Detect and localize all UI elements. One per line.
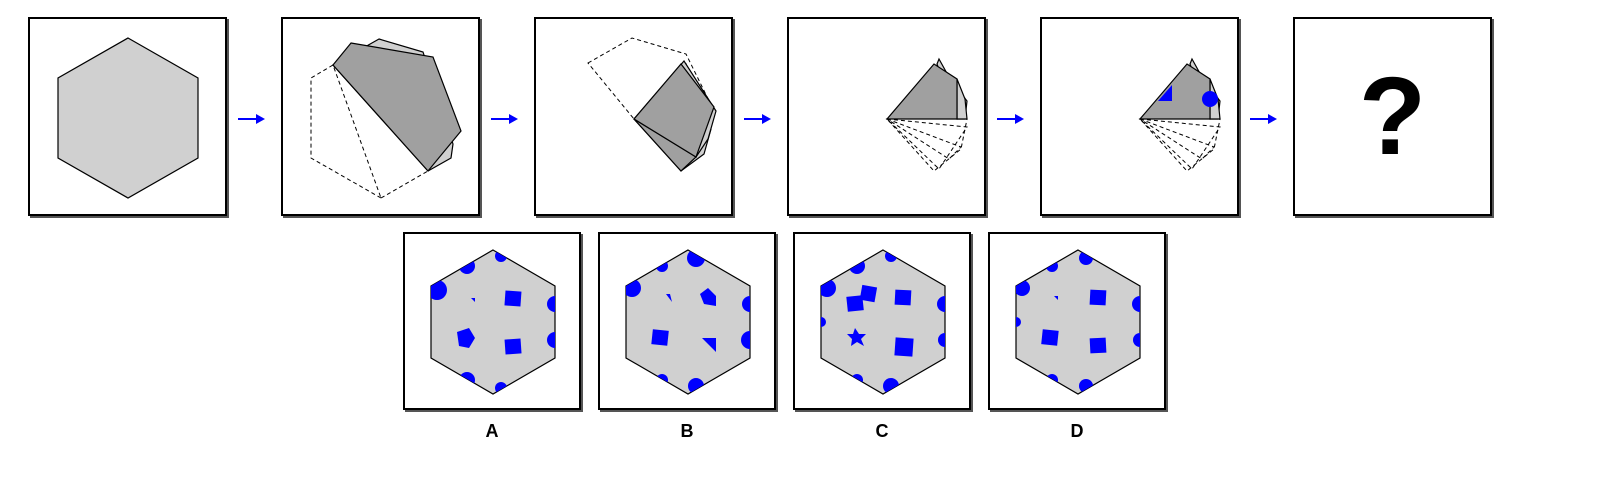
previous-outline-dashed — [587, 37, 715, 120]
step-1-diagram — [57, 37, 199, 199]
step-5-diagram — [1138, 57, 1221, 172]
option-c-panel[interactable] — [793, 232, 971, 410]
option-a-diagram — [430, 249, 556, 395]
previous-outline-dashed — [885, 118, 968, 172]
circle-hole — [1202, 91, 1218, 107]
option-c-label[interactable]: C — [875, 421, 889, 441]
arrow-5 — [1250, 112, 1278, 124]
arrow-3 — [744, 112, 772, 124]
option-b-diagram — [625, 249, 751, 395]
option-d-panel[interactable] — [988, 232, 1166, 410]
step-4-diagram — [885, 57, 968, 172]
step-3-panel — [534, 17, 733, 216]
folded-flap — [332, 42, 462, 172]
step-5-panel — [1040, 17, 1239, 216]
square-hole — [1158, 85, 1172, 101]
option-d-label[interactable]: D — [1070, 421, 1084, 441]
step-1-panel — [28, 17, 227, 216]
option-b-panel[interactable] — [598, 232, 776, 410]
hexagon-paper — [430, 249, 556, 395]
arrow-4 — [997, 112, 1025, 124]
folded-flap — [1138, 63, 1211, 120]
hexagon-paper — [57, 37, 199, 199]
question-panel: ? — [1293, 17, 1492, 216]
option-a-label[interactable]: A — [485, 421, 499, 441]
arrow-1 — [238, 112, 266, 124]
question-mark: ? — [1358, 55, 1427, 178]
option-b-label[interactable]: B — [680, 421, 694, 441]
option-c-diagram — [820, 249, 946, 395]
folded-flap — [633, 63, 715, 158]
arrow-2 — [491, 112, 519, 124]
step-4-panel — [787, 17, 986, 216]
option-a-panel[interactable] — [403, 232, 581, 410]
hexagon-paper — [1015, 249, 1141, 395]
folded-flap — [885, 63, 958, 120]
hexagon-paper — [820, 249, 946, 395]
option-d-diagram — [1015, 249, 1141, 395]
hexagon-paper — [625, 249, 751, 395]
step-2-diagram — [310, 38, 462, 200]
step-3-diagram — [587, 37, 717, 172]
hexagon-outline-dashed — [310, 64, 382, 200]
step-2-panel — [281, 17, 480, 216]
